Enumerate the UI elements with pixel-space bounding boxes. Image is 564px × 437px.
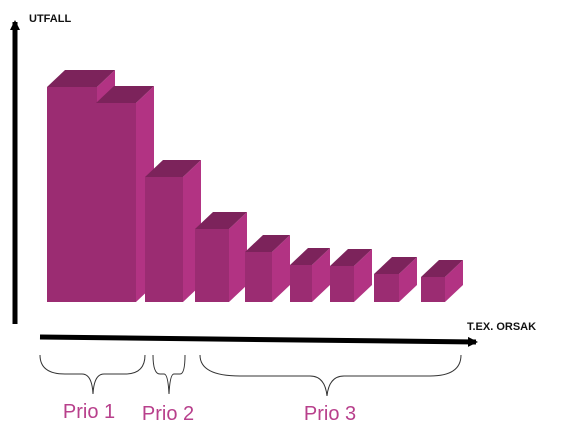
bar-side xyxy=(445,260,463,302)
bar xyxy=(145,160,201,302)
bar xyxy=(421,260,463,302)
bar xyxy=(330,249,372,302)
bar-side xyxy=(399,257,417,302)
bar-front xyxy=(245,252,272,302)
bar xyxy=(290,248,330,302)
bar-top xyxy=(245,235,290,252)
bar-top xyxy=(145,160,201,177)
bar-front xyxy=(290,265,312,302)
bracket xyxy=(152,354,186,395)
group-label: Prio 2 xyxy=(142,403,194,425)
bar-side xyxy=(312,248,330,302)
bar-top xyxy=(330,249,372,266)
bar-side xyxy=(354,249,372,302)
bar-front xyxy=(96,103,136,302)
bars xyxy=(47,70,463,302)
bar-top xyxy=(47,70,115,87)
y-axis-label: UTFALL xyxy=(29,13,71,25)
bar xyxy=(374,257,417,302)
bar-front xyxy=(145,177,183,302)
group-label: Prio 3 xyxy=(304,403,356,425)
bar-front xyxy=(330,266,354,302)
bar-front xyxy=(195,229,229,302)
bracket xyxy=(199,354,462,397)
bracket xyxy=(39,354,146,395)
bar xyxy=(245,235,290,302)
group-label: Prio 1 xyxy=(63,401,115,423)
bar-top xyxy=(421,260,463,277)
x-axis-label: T.EX. ORSAK xyxy=(467,321,536,333)
bar-front xyxy=(374,274,399,302)
bar-side xyxy=(229,212,247,302)
bar-top xyxy=(96,86,154,103)
bar-front xyxy=(47,87,97,302)
bar-top xyxy=(290,248,330,265)
x-axis xyxy=(39,334,478,347)
bar xyxy=(195,212,247,302)
bar-top xyxy=(374,257,417,274)
bar-side xyxy=(272,235,290,302)
bar-front xyxy=(421,277,445,302)
bar-top xyxy=(195,212,247,229)
